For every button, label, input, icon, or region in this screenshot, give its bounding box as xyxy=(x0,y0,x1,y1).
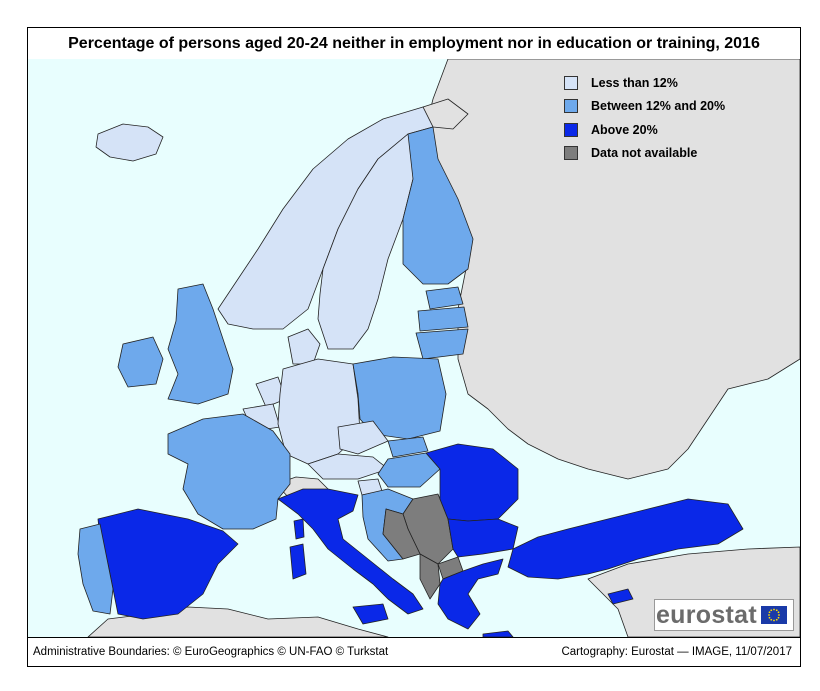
estonia xyxy=(425,286,464,310)
greece xyxy=(437,558,504,630)
crete xyxy=(482,630,514,637)
czechia xyxy=(337,420,389,455)
map-title: Percentage of persons aged 20-24 neither… xyxy=(28,28,800,60)
legend-label: Above 20% xyxy=(591,122,658,137)
legend-item: Above 20% xyxy=(564,118,725,142)
slovakia xyxy=(387,436,429,458)
logo-text: eurostat xyxy=(655,600,757,629)
map-legend: Less than 12% Between 12% and 20% Above … xyxy=(564,71,725,165)
montenegro-albania xyxy=(419,553,441,600)
map-footer: Administrative Boundaries: © EuroGeograp… xyxy=(28,638,800,666)
footer-credits: Administrative Boundaries: © EuroGeograp… xyxy=(33,646,389,658)
legend-item: Less than 12% xyxy=(564,71,725,95)
footer-cartography: Cartography: Eurostat — IMAGE, 11/07/201… xyxy=(561,646,792,658)
legend-item: Between 12% and 20% xyxy=(564,95,725,119)
france xyxy=(167,413,291,530)
legend-swatch-less xyxy=(564,75,578,90)
ireland xyxy=(117,336,164,388)
legend-item: Data not available xyxy=(564,142,725,166)
map-area: Less than 12% Between 12% and 20% Above … xyxy=(28,59,800,638)
legend-label: Between 12% and 20% xyxy=(591,99,726,114)
map-frame: Percentage of persons aged 20-24 neither… xyxy=(27,27,801,667)
sardinia xyxy=(289,543,307,580)
eu-flag-icon xyxy=(761,606,787,624)
cyprus xyxy=(607,588,634,605)
lithuania xyxy=(415,328,469,360)
legend-label: Data not available xyxy=(591,146,698,161)
sicily xyxy=(352,603,389,625)
europe-map xyxy=(28,59,800,637)
turkey xyxy=(507,498,744,580)
legend-swatch-na xyxy=(564,146,578,161)
legend-label: Less than 12% xyxy=(591,75,678,90)
corsica xyxy=(293,518,305,540)
poland xyxy=(352,356,447,440)
portugal xyxy=(77,523,114,615)
legend-swatch-between xyxy=(564,99,578,114)
denmark xyxy=(287,328,321,365)
italy xyxy=(277,488,424,615)
sweden xyxy=(317,133,424,350)
finland xyxy=(402,126,474,285)
united-kingdom xyxy=(167,283,234,405)
latvia xyxy=(417,306,469,332)
legend-swatch-above xyxy=(564,122,578,137)
eurostat-logo: eurostat xyxy=(654,599,794,631)
iceland xyxy=(95,123,164,162)
